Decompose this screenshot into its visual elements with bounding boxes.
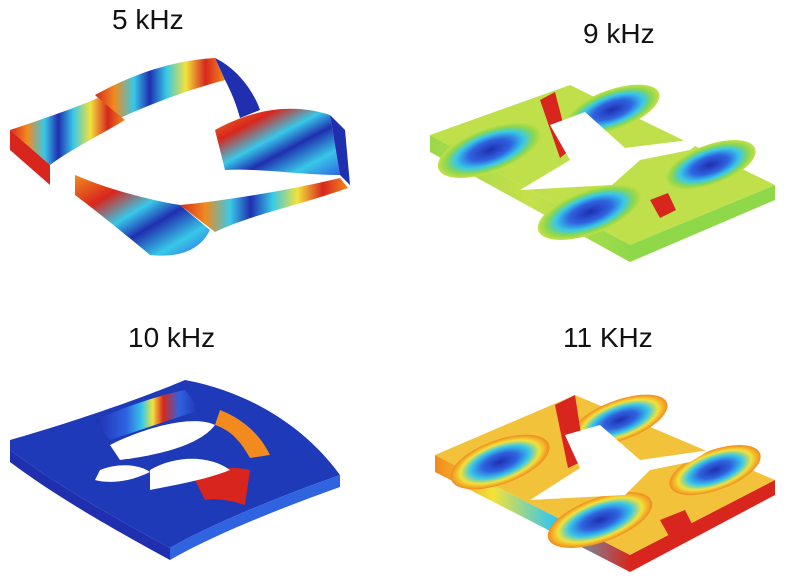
- label-11khz: 11 KHz: [563, 322, 653, 353]
- plate-11khz: [435, 394, 775, 572]
- label-5khz: 5 kHz: [112, 4, 184, 35]
- label-10khz: 10 kHz: [128, 322, 216, 353]
- label-9khz: 9 kHz: [583, 18, 655, 49]
- frame-5khz: [10, 58, 350, 256]
- plate-9khz: [430, 84, 775, 262]
- plate-10khz: [10, 380, 340, 560]
